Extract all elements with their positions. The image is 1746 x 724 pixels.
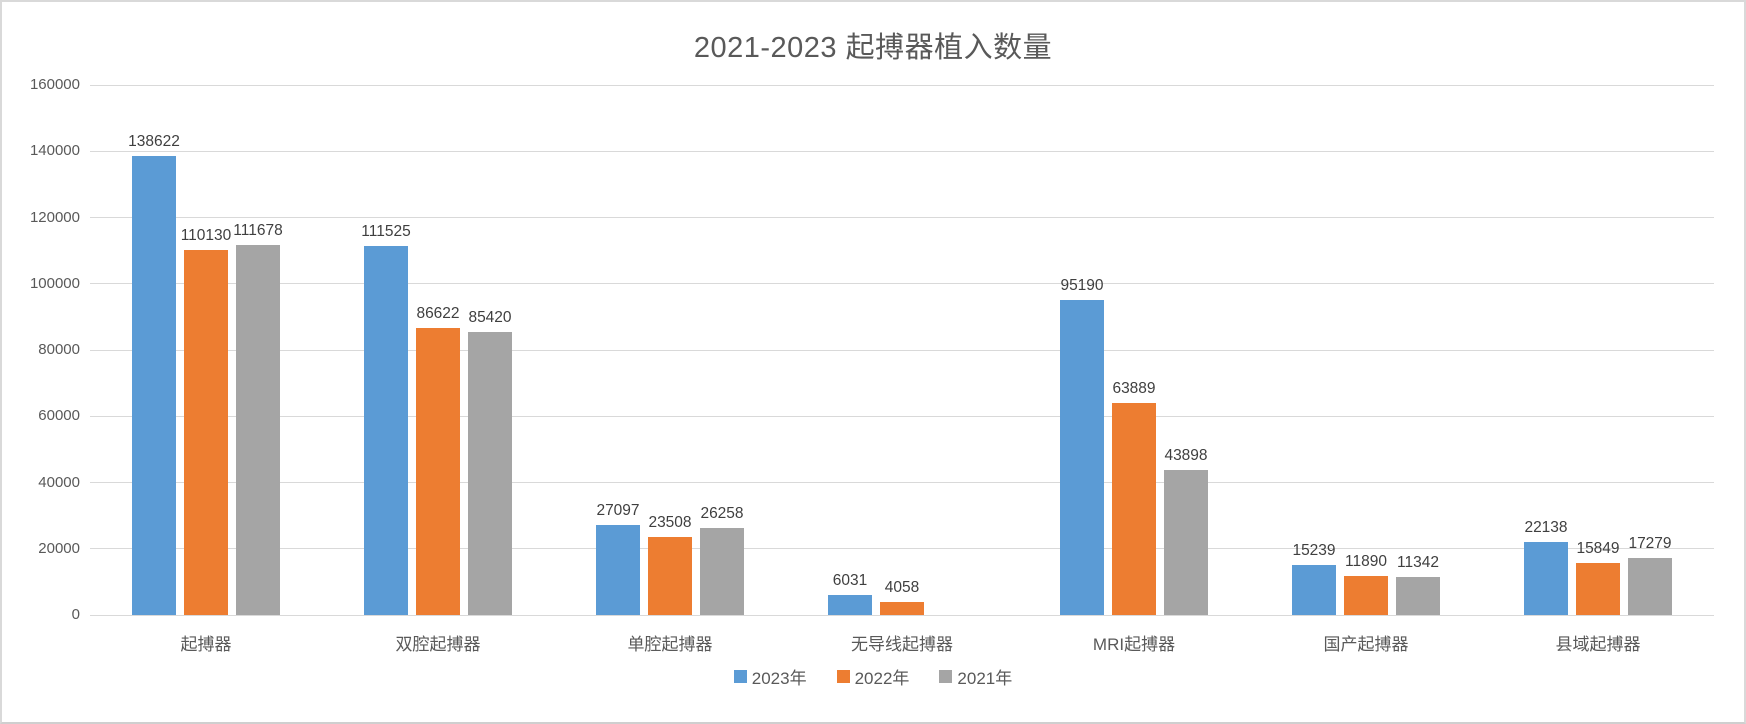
- bar-value-label: 138622: [128, 132, 180, 150]
- bar: [1524, 541, 1568, 615]
- bar: [1292, 564, 1336, 615]
- chart-title: 2021-2023 起搏器植入数量: [693, 32, 1053, 64]
- bar: [468, 332, 512, 615]
- bar: [1060, 299, 1104, 615]
- bar: [1344, 575, 1388, 615]
- bar-value-label: 86622: [416, 305, 460, 323]
- bar-value-label: 85420: [468, 309, 512, 327]
- bar-value-label: 15239: [1292, 541, 1336, 559]
- x-axis-category-label: 县域起搏器: [1555, 635, 1641, 654]
- legend-label: 2022年: [854, 669, 910, 688]
- bar: [364, 245, 408, 615]
- bar: [596, 525, 640, 615]
- bar-value-label: 63889: [1112, 380, 1156, 398]
- bar-value-label: 11890: [1345, 552, 1387, 570]
- bar: [648, 537, 692, 615]
- bar-value-label: 110130: [180, 227, 232, 245]
- gridline: [90, 84, 1714, 86]
- x-axis-category-label: 起搏器: [180, 635, 232, 654]
- bar-value-label: 95190: [1060, 276, 1104, 294]
- bar: [416, 328, 460, 615]
- bar-value-label: 23508: [648, 514, 692, 532]
- bar-value-label: 15849: [1576, 539, 1620, 557]
- bar: [132, 155, 176, 615]
- bar-value-label: 4058: [884, 578, 920, 596]
- bar: [1396, 577, 1440, 615]
- legend-item: 2022年: [836, 664, 910, 689]
- x-axis-category-label: 双腔起搏器: [395, 635, 481, 654]
- y-axis-tick-label: 120000: [29, 208, 80, 226]
- bar: [184, 250, 228, 615]
- bar-value-label: 43898: [1164, 446, 1208, 464]
- gridline: [90, 217, 1714, 218]
- bar-value-label: 111525: [361, 222, 411, 240]
- y-axis-tick-label: 40000: [38, 473, 80, 491]
- bar: [1112, 403, 1156, 615]
- bar-value-label: 6031: [832, 572, 868, 590]
- bar-value-label: 111678: [233, 222, 283, 240]
- y-axis-tick-label: 60000: [38, 407, 80, 425]
- bar: [880, 601, 924, 615]
- bar-value-label: 26258: [700, 505, 744, 523]
- legend-swatch-icon: [836, 670, 850, 683]
- y-axis-tick-label: 20000: [38, 539, 80, 557]
- x-axis-category-label: MRI起搏器: [1092, 635, 1176, 654]
- legend-label: 2023年: [751, 669, 807, 688]
- legend-label: 2021年: [957, 669, 1013, 688]
- legend-swatch-icon: [733, 670, 747, 683]
- y-axis-tick-label: 0: [71, 606, 80, 623]
- bar: [700, 528, 744, 615]
- bar: [1164, 469, 1208, 615]
- gridline: [90, 614, 1714, 616]
- x-axis-category-label: 无导线起搏器: [851, 635, 953, 654]
- bar-value-label: 17279: [1628, 534, 1672, 552]
- bar: [828, 595, 872, 615]
- gridline: [90, 548, 1714, 550]
- x-axis-category-label: 单腔起搏器: [627, 635, 713, 654]
- gridline: [90, 349, 1714, 351]
- gridline: [90, 415, 1714, 417]
- y-axis-tick-label: 80000: [38, 341, 80, 358]
- bar: [236, 245, 280, 615]
- legend-swatch-icon: [939, 670, 953, 683]
- legend: 2023年 2022年 2021年: [2, 664, 1744, 689]
- bar-value-label: 27097: [596, 502, 640, 520]
- y-axis-tick-label: 160000: [29, 76, 80, 93]
- y-axis-tick-label: 100000: [29, 274, 80, 292]
- y-axis-tick-label: 140000: [29, 142, 80, 160]
- gridline: [90, 150, 1714, 152]
- bar: [1628, 557, 1672, 615]
- gridline: [90, 283, 1714, 285]
- bar-value-label: 22138: [1524, 518, 1568, 536]
- x-axis-category-label: 国产起搏器: [1323, 635, 1409, 654]
- legend-item: 2023年: [733, 664, 807, 689]
- bar-value-label: 11342: [1397, 554, 1439, 572]
- legend-item: 2021年: [939, 664, 1012, 689]
- bar: [1576, 562, 1620, 615]
- gridline: [90, 482, 1714, 483]
